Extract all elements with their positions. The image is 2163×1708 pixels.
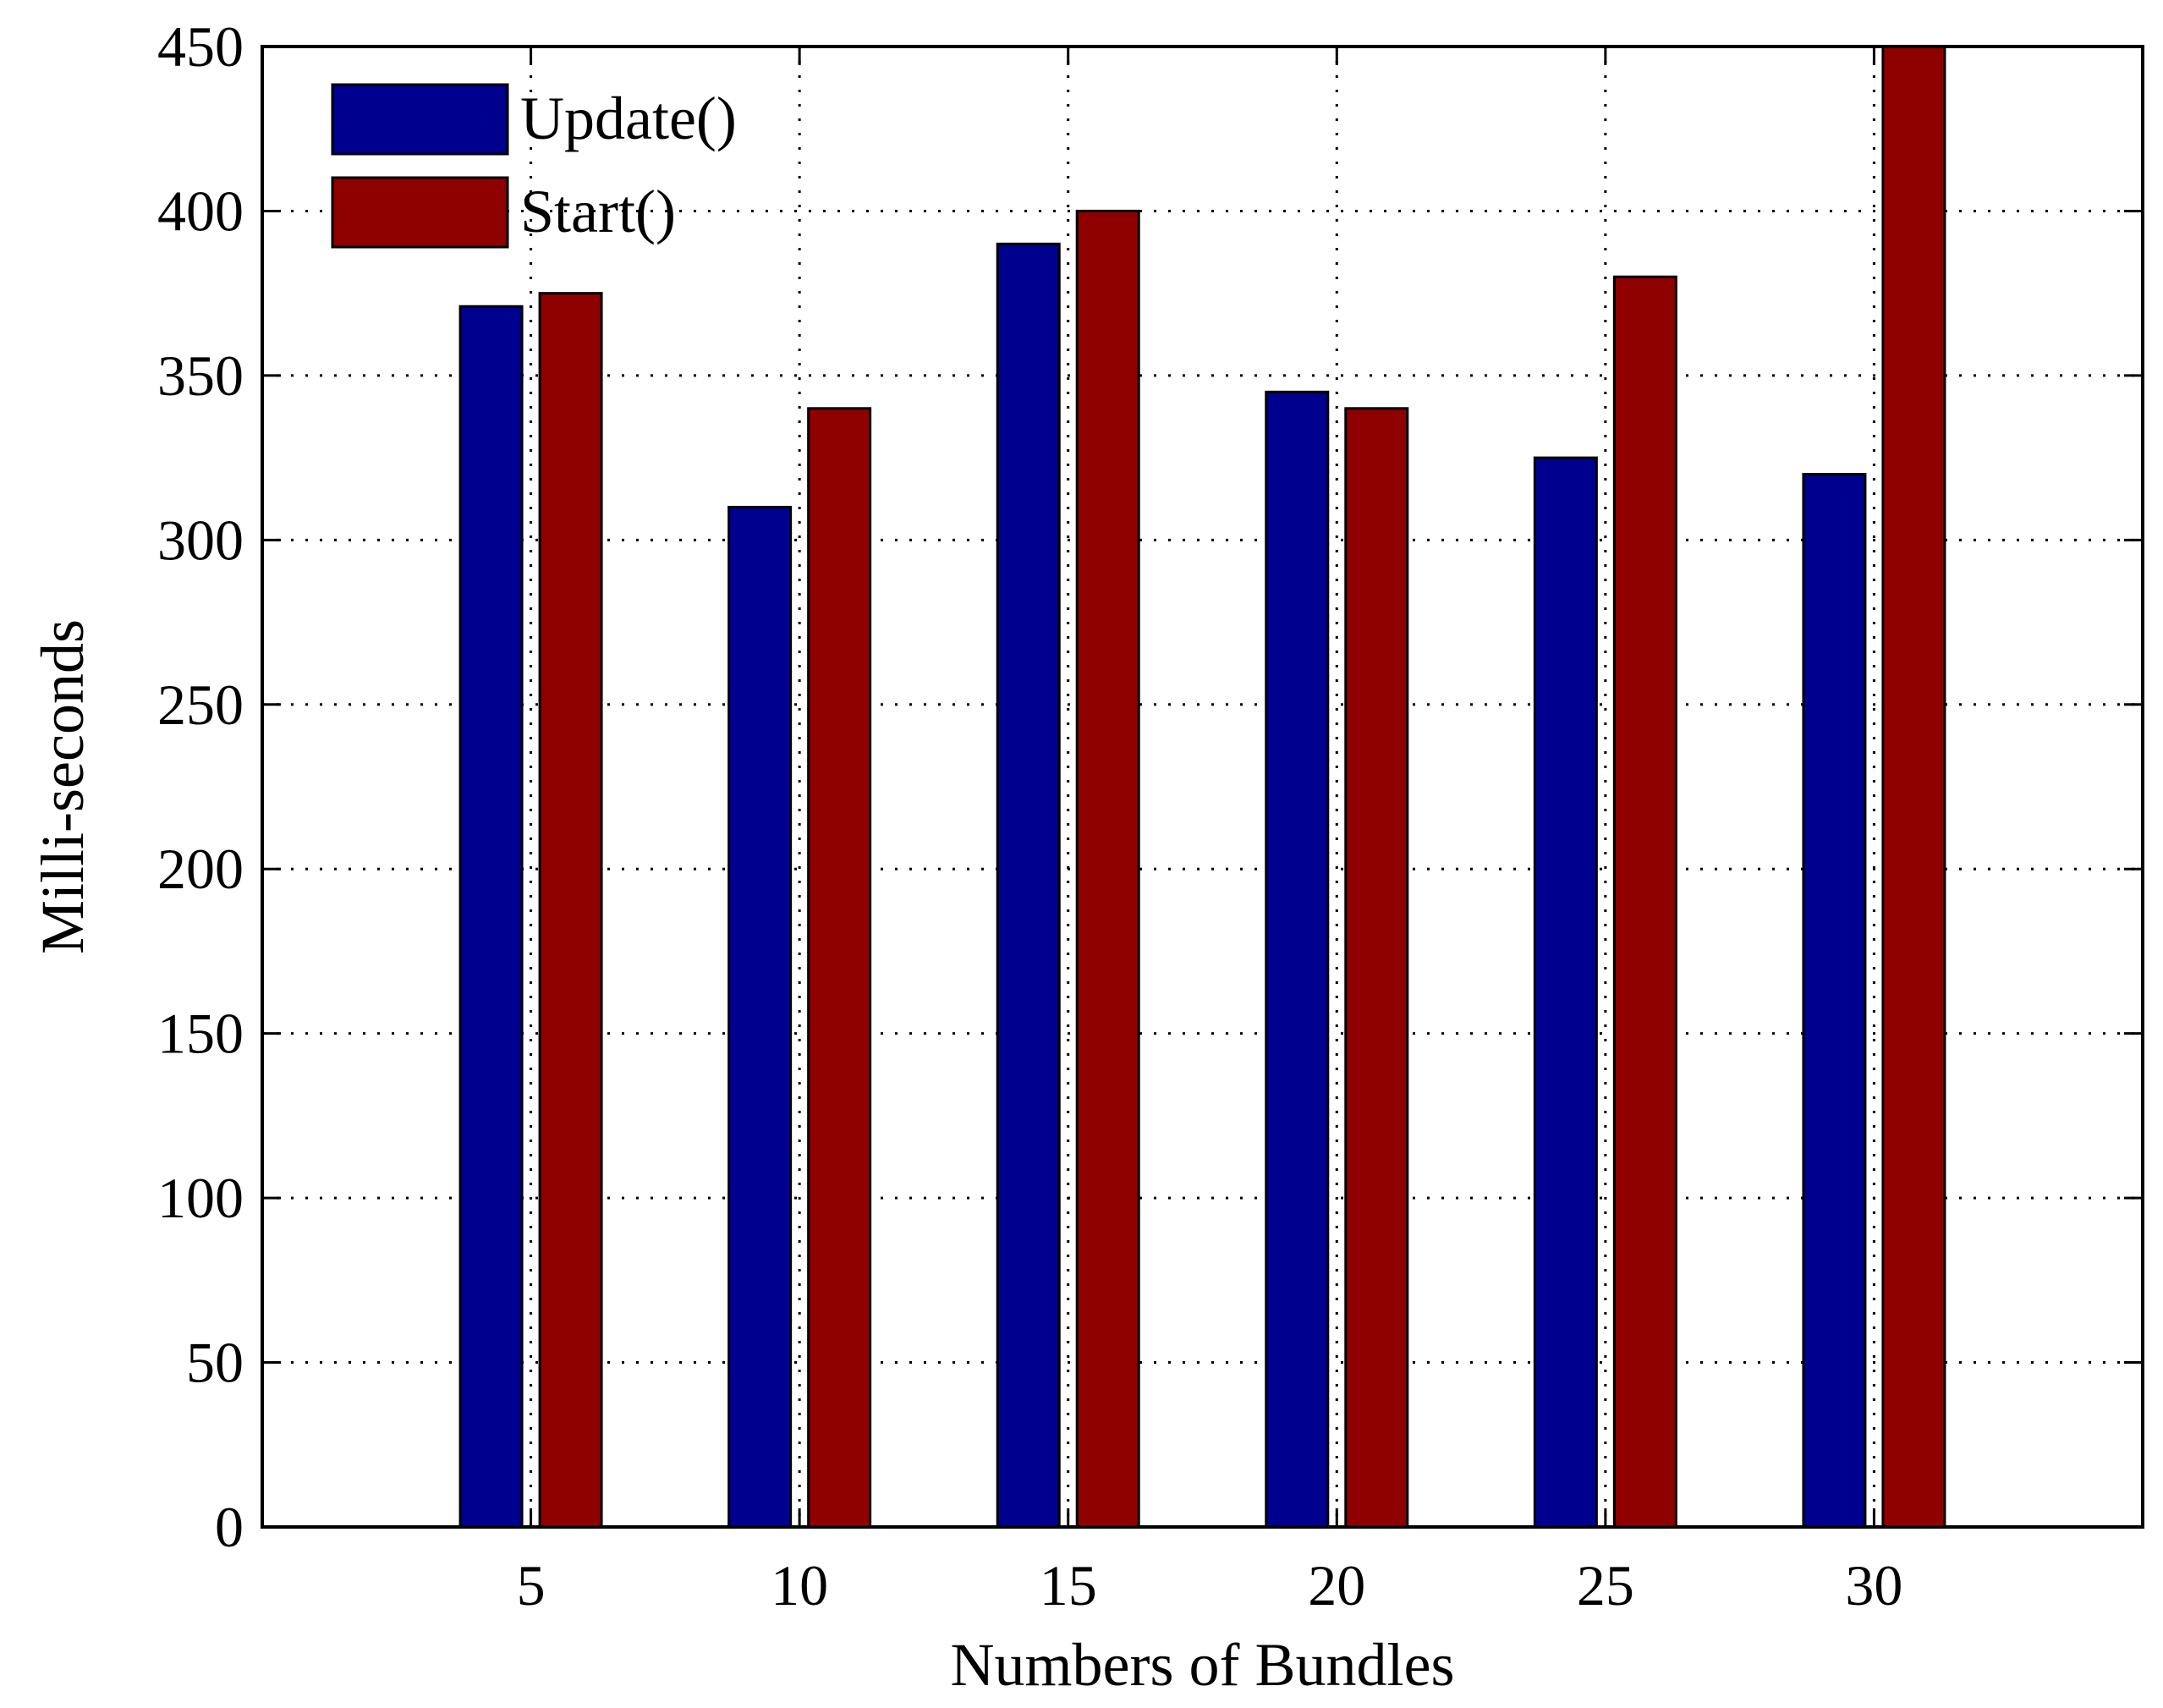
y-tick-label: 400 — [157, 178, 244, 243]
bar-update-10 — [727, 505, 793, 1529]
bar-update-30 — [1802, 473, 1867, 1529]
x-tick-label: 20 — [1308, 1553, 1365, 1617]
y-tick-label: 250 — [157, 673, 244, 737]
x-tick-label: 30 — [1845, 1553, 1902, 1617]
legend-swatch-start — [331, 176, 509, 249]
y-tick-labels: 0 50 100 150 200 250 300 350 400 450 — [157, 14, 244, 1559]
bar-start-10 — [807, 407, 872, 1529]
legend: Update() Start() — [331, 83, 737, 249]
bar-start-30 — [1881, 45, 1946, 1529]
bar-update-5 — [458, 305, 524, 1529]
x-tick-label: 25 — [1577, 1553, 1634, 1617]
bar-start-25 — [1612, 275, 1677, 1529]
legend-label-start: Start() — [520, 178, 676, 245]
grid-lines — [262, 47, 2143, 1527]
bar-update-20 — [1265, 390, 1330, 1529]
bar-start-20 — [1344, 407, 1409, 1529]
y-tick-label: 450 — [157, 14, 244, 79]
y-tick-label: 300 — [157, 508, 244, 572]
plot-frame — [261, 45, 2144, 1529]
x-tick-labels: 5 10 15 20 25 30 — [517, 1553, 1903, 1617]
x-axis-label: Numbers of Bundles — [951, 1631, 1455, 1699]
x-tick-label: 5 — [517, 1553, 546, 1617]
y-tick-label: 150 — [157, 1002, 244, 1066]
y-tick-label: 0 — [215, 1495, 244, 1559]
y-tick-label: 350 — [157, 343, 244, 408]
y-axis-label: Milli-seconds — [29, 619, 96, 954]
y-tick-label: 50 — [186, 1331, 244, 1395]
y-tick-label: 100 — [157, 1166, 244, 1230]
x-tick-label: 10 — [771, 1553, 828, 1617]
bar-update-15 — [996, 242, 1061, 1529]
bars — [458, 45, 1946, 1529]
x-tick-label: 15 — [1040, 1553, 1097, 1617]
bar-start-15 — [1075, 209, 1140, 1529]
legend-swatch-update — [331, 83, 509, 156]
bar-update-25 — [1533, 456, 1598, 1529]
ticks — [262, 45, 2143, 1529]
legend-label-update: Update() — [520, 85, 737, 152]
bar-start-5 — [538, 292, 603, 1529]
y-tick-label: 200 — [157, 837, 244, 901]
